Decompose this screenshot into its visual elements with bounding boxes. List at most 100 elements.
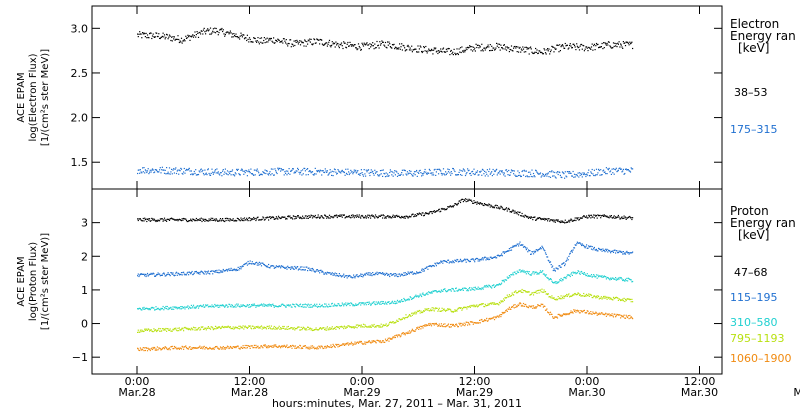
data-point xyxy=(435,210,437,212)
data-point xyxy=(275,265,277,267)
data-point xyxy=(295,303,297,305)
data-point xyxy=(472,288,474,290)
data-point xyxy=(408,332,410,334)
data-point xyxy=(185,218,187,220)
data-point xyxy=(350,302,352,304)
data-point xyxy=(382,325,384,327)
data-point xyxy=(373,48,375,50)
data-point xyxy=(309,306,311,308)
data-point xyxy=(555,282,557,285)
data-point xyxy=(374,47,377,49)
data-point xyxy=(299,171,302,174)
data-point xyxy=(162,220,164,222)
data-point xyxy=(363,42,365,44)
data-point xyxy=(535,219,537,221)
data-point xyxy=(287,215,289,218)
data-point xyxy=(347,41,349,44)
data-point xyxy=(230,32,232,34)
data-point xyxy=(228,33,230,35)
data-point xyxy=(240,32,242,34)
data-point xyxy=(356,274,358,276)
data-point xyxy=(479,45,481,47)
data-point xyxy=(308,346,310,348)
data-point xyxy=(508,308,510,310)
data-point xyxy=(609,298,611,300)
data-point xyxy=(378,340,380,342)
data-point xyxy=(473,259,475,261)
data-point xyxy=(226,217,228,219)
data-point xyxy=(300,40,302,42)
data-point xyxy=(189,328,191,330)
data-point xyxy=(256,168,258,170)
data-point xyxy=(355,303,357,305)
data-point xyxy=(187,169,189,171)
data-point xyxy=(338,343,340,346)
data-point xyxy=(269,171,271,173)
data-point xyxy=(326,271,328,273)
data-point xyxy=(278,325,280,327)
data-point xyxy=(321,346,323,348)
data-point xyxy=(189,170,191,172)
data-point xyxy=(513,291,515,293)
data-point xyxy=(536,306,538,308)
data-point xyxy=(304,217,306,219)
data-point xyxy=(173,275,175,277)
data-point xyxy=(576,43,578,45)
data-point xyxy=(614,297,616,299)
data-point xyxy=(569,296,571,298)
data-point xyxy=(137,172,139,175)
data-point xyxy=(462,260,464,262)
data-point xyxy=(231,219,234,221)
data-point xyxy=(183,273,185,275)
data-point xyxy=(576,241,578,243)
data-point xyxy=(277,218,279,220)
data-point xyxy=(542,218,544,220)
data-point xyxy=(484,306,486,308)
data-point xyxy=(272,345,274,347)
data-point xyxy=(586,174,588,176)
data-point xyxy=(530,216,532,218)
data-point xyxy=(256,305,258,307)
data-point xyxy=(183,348,185,350)
data-point xyxy=(248,217,250,219)
data-point xyxy=(433,265,435,267)
data-point xyxy=(236,168,238,170)
data-point xyxy=(449,172,451,174)
data-point xyxy=(295,327,297,329)
data-point xyxy=(447,206,450,208)
data-point xyxy=(344,217,346,219)
data-point xyxy=(477,202,479,204)
data-point xyxy=(450,309,452,311)
data-point xyxy=(178,306,180,309)
data-point xyxy=(138,349,140,351)
data-point xyxy=(581,311,583,313)
data-point xyxy=(611,277,613,279)
data-point xyxy=(394,336,396,339)
data-point xyxy=(510,211,513,213)
data-point xyxy=(484,256,486,258)
data-point xyxy=(350,276,353,278)
data-point xyxy=(291,169,293,171)
data-point xyxy=(208,306,210,308)
data-point xyxy=(224,306,226,308)
data-point xyxy=(621,299,623,301)
data-point xyxy=(539,248,541,250)
data-point xyxy=(374,43,376,45)
data-point xyxy=(605,276,607,278)
data-point xyxy=(349,304,351,307)
data-point xyxy=(586,247,588,249)
data-point xyxy=(283,38,285,40)
data-point xyxy=(377,302,379,304)
data-point xyxy=(268,345,270,347)
data-point xyxy=(483,204,485,207)
data-point xyxy=(293,172,295,174)
data-point xyxy=(510,274,512,276)
data-point xyxy=(269,305,271,307)
data-point xyxy=(281,345,283,347)
data-point xyxy=(388,301,390,303)
data-point xyxy=(331,216,333,218)
data-point xyxy=(222,219,224,222)
data-point xyxy=(292,215,294,217)
data-point xyxy=(472,304,474,306)
data-point xyxy=(301,329,303,331)
